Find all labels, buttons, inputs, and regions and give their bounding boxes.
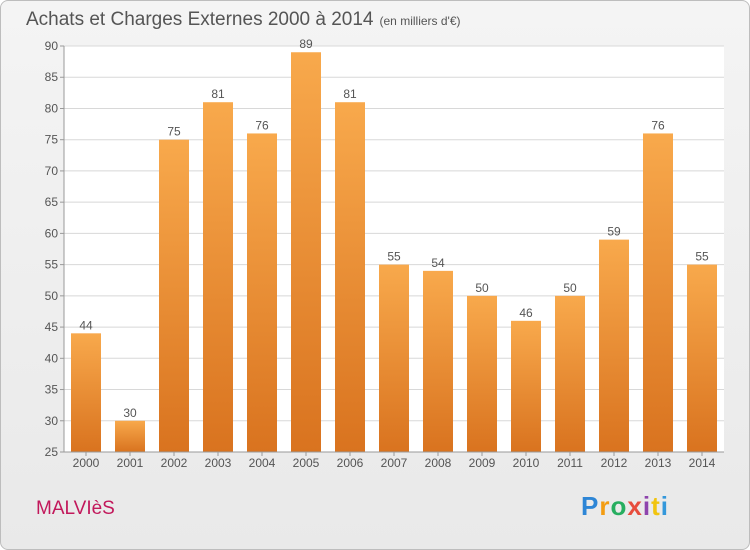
- y-tick-label: 55: [45, 258, 59, 272]
- y-tick-label: 75: [45, 133, 59, 147]
- logo-letter: o: [610, 491, 628, 521]
- y-tick-label: 90: [45, 39, 59, 53]
- x-tick-label: 2009: [469, 456, 496, 470]
- y-tick-label: 65: [45, 195, 59, 209]
- commune-name: MALVIèS: [36, 498, 115, 519]
- bar-2006: [335, 102, 365, 452]
- bar-value-label: 55: [695, 250, 709, 264]
- y-tick-label: 25: [45, 445, 59, 459]
- bar-value-label: 50: [563, 281, 577, 295]
- x-tick-label: 2004: [249, 456, 276, 470]
- x-tick-label: 2007: [381, 456, 408, 470]
- bar-2008: [423, 270, 453, 452]
- bar-value-label: 44: [79, 318, 93, 332]
- y-tick-label: 30: [45, 414, 59, 428]
- bar-value-label: 76: [651, 118, 665, 132]
- bar-2012: [599, 239, 629, 452]
- x-tick-label: 2008: [425, 456, 452, 470]
- bar-2014: [687, 264, 717, 452]
- y-tick-label: 35: [45, 383, 59, 397]
- y-tick-label: 45: [45, 320, 59, 334]
- bar-value-label: 81: [211, 87, 225, 101]
- x-tick-label: 2000: [73, 456, 100, 470]
- logo-letter: i: [642, 491, 652, 521]
- chart-title: Achats et Charges Externes 2000 à 2014 (e…: [26, 9, 461, 31]
- bar-value-label: 76: [255, 118, 269, 132]
- bar-2004: [247, 133, 277, 452]
- bar-value-label: 75: [167, 125, 181, 139]
- bar-value-label: 81: [343, 87, 357, 101]
- logo-letter: x: [627, 491, 643, 521]
- x-tick-label: 2006: [337, 456, 364, 470]
- bar-2007: [379, 264, 409, 452]
- bar-value-label: 30: [123, 406, 137, 420]
- bar-2009: [467, 295, 497, 452]
- bar-value-label: 46: [519, 306, 533, 320]
- bar-2013: [643, 133, 673, 452]
- bar-2002: [159, 139, 189, 452]
- chart-unit: (en milliers d'€): [379, 14, 461, 28]
- x-tick-label: 2005: [293, 456, 320, 470]
- bar-2001: [115, 420, 145, 452]
- chart-title-text: Achats et Charges Externes 2000 à 2014: [26, 9, 374, 30]
- y-tick-label: 40: [45, 351, 59, 365]
- bar-value-label: 55: [387, 250, 401, 264]
- x-tick-label: 2012: [601, 456, 628, 470]
- bar-value-label: 50: [475, 281, 489, 295]
- bar-value-label: 59: [607, 225, 621, 239]
- x-tick-label: 2013: [645, 456, 672, 470]
- bar-value-label: 89: [299, 37, 313, 51]
- x-tick-label: 2011: [557, 456, 583, 470]
- x-tick-label: 2002: [161, 456, 188, 470]
- logo-letter: P: [581, 491, 600, 521]
- proxiti-logo: Proxiti: [581, 491, 669, 522]
- y-tick-label: 50: [45, 289, 59, 303]
- x-tick-label: 2010: [513, 456, 540, 470]
- bar-2000: [71, 333, 101, 452]
- x-tick-label: 2014: [689, 456, 716, 470]
- bar-2003: [203, 102, 233, 452]
- logo-letter: i: [660, 491, 669, 521]
- y-tick-label: 70: [45, 164, 59, 178]
- y-tick-label: 85: [45, 70, 59, 84]
- x-tick-label: 2003: [205, 456, 232, 470]
- bar-2010: [511, 320, 541, 452]
- x-tick-label: 2001: [117, 456, 144, 470]
- logo-letter: r: [599, 491, 611, 521]
- y-tick-label: 80: [45, 101, 59, 115]
- bar-2011: [555, 295, 585, 452]
- bar-2005: [291, 52, 321, 452]
- bar-value-label: 54: [431, 256, 445, 270]
- y-tick-label: 60: [45, 226, 59, 240]
- logo-letter: t: [651, 491, 661, 521]
